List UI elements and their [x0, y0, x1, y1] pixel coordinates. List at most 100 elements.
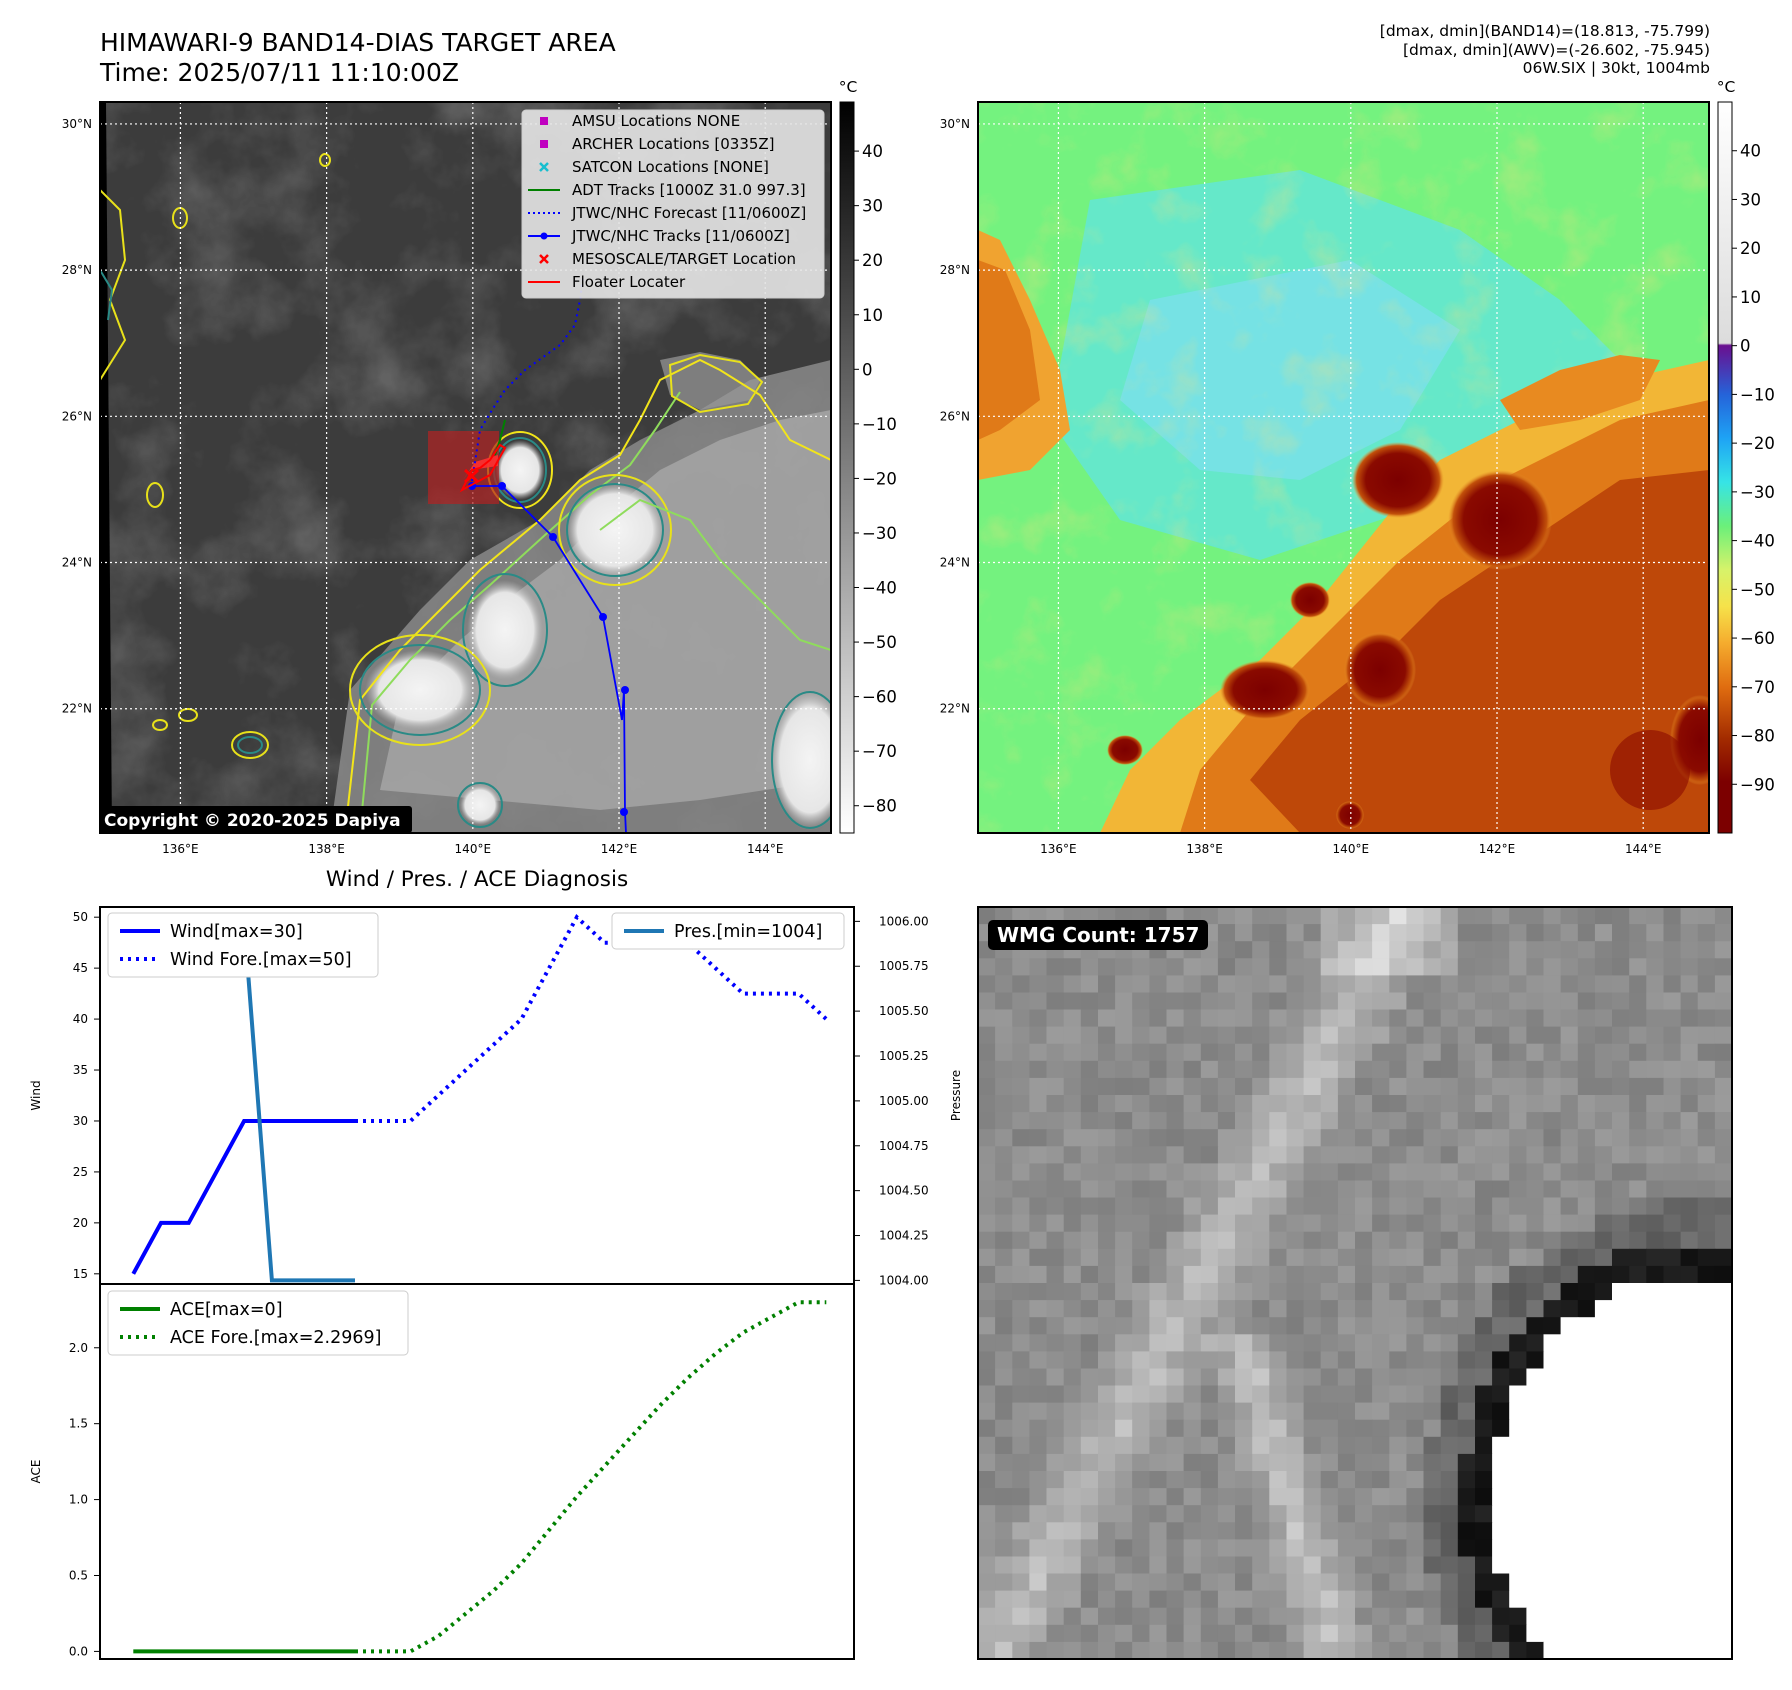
legend-label: JTWC/NHC Tracks [11/0600Z]: [571, 227, 790, 245]
chart-title: HIMAWARI-9 BAND14-DIAS TARGET AREA Time:…: [100, 28, 616, 88]
legend-label: SATCON Locations [NONE]: [572, 158, 769, 176]
gray-colorbar: [839, 101, 855, 834]
lon-tick-label: 136°E: [162, 842, 199, 856]
legend-marker-x: [539, 254, 549, 264]
y-tick-label: 35: [73, 1063, 88, 1077]
title-line-2: Time: 2025/07/11 11:10:00Z: [100, 58, 459, 87]
wmg-count-badge: WMG Count: 1757: [988, 920, 1209, 950]
lon-tick-label: 140°E: [1333, 842, 1370, 856]
lon-tick-label: 136°E: [1040, 842, 1077, 856]
y-right-tick-label: 1004.50: [879, 1184, 929, 1198]
legend-label: ADT Tracks [1000Z 31.0 997.3]: [572, 181, 806, 199]
lat-tick-label: 30°N: [940, 117, 970, 131]
floater-locater: [459, 443, 507, 493]
lon-tick-label: 142°E: [601, 842, 638, 856]
y-right-tick-label: 1005.25: [879, 1049, 929, 1063]
colorbar-tick-label: 0: [862, 360, 873, 379]
info-line-1: [dmax, dmin](BAND14)=(18.813, -75.799): [1379, 22, 1710, 40]
color-colorbar: [1717, 101, 1733, 834]
chart-legend-label: ACE[max=0]: [170, 1300, 283, 1320]
mesoscale-target-box: [428, 431, 499, 504]
ir-map-frame: [99, 101, 832, 834]
ace-chart: 0.0 0.5 1.0 1.5 2.0 ACE ACE[max=0] ACE Fore.[ma…: [29, 1283, 855, 1660]
lon-tick-label: 142°E: [1479, 842, 1516, 856]
colorbar-tick-label: −10: [1740, 385, 1775, 404]
wind-pressure-chart: 15 20 25 30 35 40 45 50 Wind 1004.00 1004.25 1004.5…: [29, 906, 963, 1287]
y-tick-label: 2.0: [69, 1341, 88, 1355]
y-right-tick-label: 1004.75: [879, 1139, 929, 1153]
colorbar-tick-label: 0: [1740, 337, 1751, 356]
colorbar-tick-label: 20: [1740, 239, 1761, 258]
legend-label: MESOSCALE/TARGET Location: [572, 250, 796, 268]
colorbar-tick-label: −80: [862, 797, 897, 816]
colorbar-tick-label: −60: [862, 688, 897, 707]
legend-label: AMSU Locations NONE: [572, 112, 740, 130]
colorbar-tick-label: −10: [862, 415, 897, 434]
colorbar-tick-label: 30: [862, 197, 883, 216]
colorbar-tick-label: −20: [1740, 434, 1775, 453]
y-axis-label: ACE: [29, 1460, 43, 1484]
y-right-tick-label: 1006.00: [879, 914, 929, 928]
colorbar-tick-label: 30: [1740, 190, 1761, 209]
lat-tick-label: 26°N: [940, 409, 970, 423]
colorbar-tick-label: −20: [862, 469, 897, 488]
y-tick-label: 30: [73, 1114, 88, 1128]
colorbar-tick-label: −50: [1740, 580, 1775, 599]
map-legend: AMSU Locations NONE ARCHER Locations [033…: [521, 109, 825, 299]
chart-legend-frame: [107, 912, 379, 978]
colorbar-tick-label: 10: [1740, 288, 1761, 307]
legend-label: JTWC/NHC Forecast [11/0600Z]: [571, 204, 806, 222]
colorbar-tick-label: 40: [1740, 142, 1761, 161]
chart-legend-frame: [107, 1290, 409, 1356]
colorbar-tick-label: 10: [862, 306, 883, 325]
colorbar-tick-label: −30: [1740, 483, 1775, 502]
stats-info: [dmax, dmin](BAND14)=(18.813, -75.799) […: [1380, 22, 1710, 78]
gray-colorbar-ticks: 40 30 20 10 0 −10 −20 −30 −40 −50 −60 −70 −80: [854, 142, 897, 816]
legend-marker-x: [539, 162, 549, 172]
y-right-tick-label: 1005.50: [879, 1004, 929, 1018]
series-line-wind: [131, 1119, 355, 1275]
awv-map-frame: [977, 101, 1710, 834]
y-tick-label: 1.0: [69, 1493, 88, 1507]
chart-legend-label: Pres.[min=1004]: [674, 922, 822, 942]
colorbar-tick-label: 20: [862, 251, 883, 270]
y-tick-label: 15: [73, 1267, 88, 1281]
chart-legend-label: Wind Fore.[max=50]: [170, 950, 352, 970]
diagnosis-title: Wind / Pres. / ACE Diagnosis: [326, 867, 628, 892]
chart-legend: ACE[max=0] ACE Fore.[max=2.2969]: [107, 1290, 409, 1356]
lat-tick-label: 30°N: [62, 117, 92, 131]
lon-tick-label: 138°E: [1186, 842, 1223, 856]
lon-tick-label: 144°E: [1625, 842, 1662, 856]
ir-map: [100, 102, 831, 833]
legend-marker-square: [540, 140, 548, 148]
lat-tick-label: 26°N: [62, 409, 92, 423]
legend-marker-dot: [540, 232, 548, 240]
lat-tick-label: 28°N: [62, 263, 92, 277]
legend-label: ARCHER Locations [0335Z]: [572, 135, 775, 153]
title-line-1: HIMAWARI-9 BAND14-DIAS TARGET AREA: [100, 28, 616, 57]
colorbar-tick-label: −70: [1740, 678, 1775, 697]
y-right-tick-label: 1004.00: [879, 1273, 929, 1287]
lon-tick-label: 144°E: [747, 842, 784, 856]
ir-contours: [100, 153, 831, 833]
lon-tick-label: 140°E: [455, 842, 492, 856]
colorbar-tick-label: 40: [862, 142, 883, 161]
info-line-3: 06W.SIX | 30kt, 1004mb: [1522, 59, 1710, 77]
wmg-pixels: [978, 907, 1732, 1659]
y-tick-label: 45: [73, 961, 88, 975]
y-tick-label: 50: [73, 910, 88, 924]
y-tick-label: 0.5: [69, 1568, 88, 1582]
colorbar-tick-label: −30: [862, 524, 897, 543]
y-tick-label: 0.0: [69, 1644, 88, 1658]
awv-map: [978, 102, 1709, 833]
gray-colorbar-unit: °C: [839, 78, 858, 96]
copyright-text: Copyright © 2020-2025 Dapiya: [104, 811, 401, 831]
y-right-tick-label: 1004.25: [879, 1229, 929, 1243]
y-right-axis-label: Pressure: [949, 1070, 963, 1121]
chart-legend-frame: [611, 912, 845, 950]
info-line-2: [dmax, dmin](AWV)=(-26.602, -75.945): [1403, 40, 1710, 59]
jtwc-forecast-track: [471, 277, 584, 482]
colorbar-tick-label: −90: [1740, 775, 1775, 794]
lat-tick-label: 22°N: [62, 702, 92, 716]
legend-label: Floater Locater: [572, 273, 686, 291]
